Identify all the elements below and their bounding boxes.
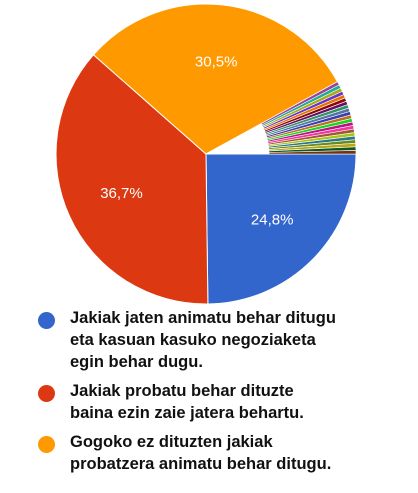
- pie-slice-red: [55, 54, 209, 305]
- pie-sliver: [268, 150, 357, 155]
- pie-slice-blue: [205, 153, 357, 305]
- legend-label-blue: Jakiak jaten animatu behar ditugu eta ka…: [70, 309, 336, 371]
- legend-item-orange: Gogoko ez dituzten jakiak probatzera ani…: [38, 431, 410, 475]
- legend-marker-blue: [38, 312, 55, 329]
- pie-chart: 24,8% 36,7% 30,5%: [55, 3, 357, 305]
- legend-marker-red: [38, 385, 55, 402]
- pie-value-label: 24,8%: [251, 211, 294, 228]
- legend-item-red: Jakiak probatu behar dituzte baina ezin …: [38, 380, 410, 424]
- legend-marker-orange: [38, 436, 55, 453]
- legend-label-orange: Gogoko ez dituzten jakiak probatzera ani…: [70, 433, 332, 473]
- pie-slice-orange: [92, 3, 339, 155]
- legend-label-red: Jakiak probatu behar dituzte baina ezin …: [70, 382, 304, 422]
- pie-value-label: 36,7%: [100, 185, 143, 202]
- legend: Jakiak jaten animatu behar ditugu eta ka…: [38, 307, 410, 482]
- pie-slice-other: [260, 81, 357, 155]
- legend-item-blue: Jakiak jaten animatu behar ditugu eta ka…: [38, 307, 410, 373]
- pie-value-label: 30,5%: [195, 54, 238, 71]
